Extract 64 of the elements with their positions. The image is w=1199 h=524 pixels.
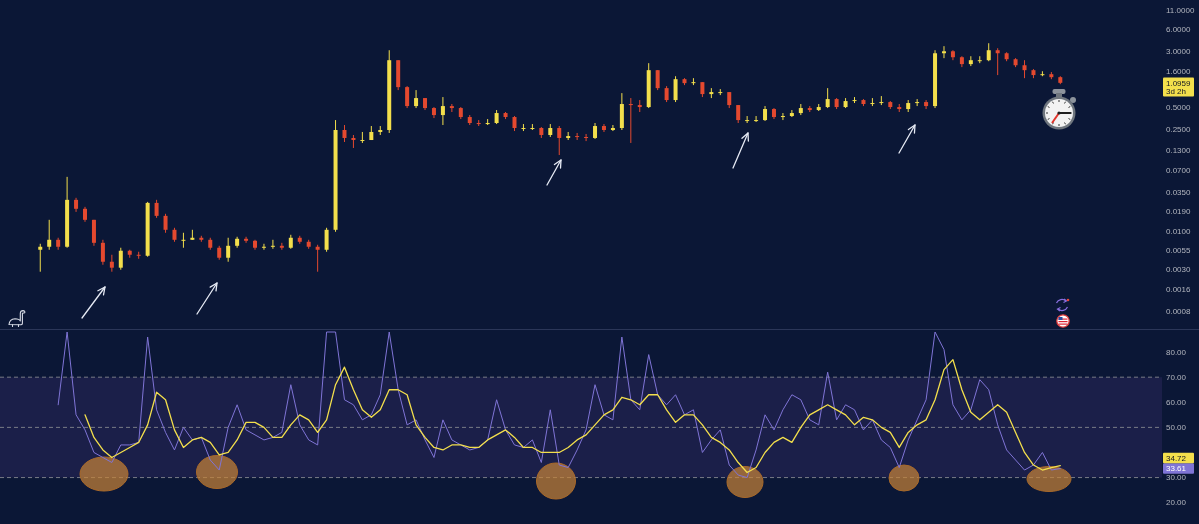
candlestick [745, 115, 750, 124]
candlestick [414, 89, 419, 109]
y-tick-label: 0.0190 [1166, 207, 1192, 216]
candlestick [91, 219, 96, 247]
y-tick-label: 0.0100 [1166, 227, 1192, 237]
y-tick-label: 60.00 [1166, 398, 1187, 408]
y-tick-label: 80.00 [1166, 347, 1187, 357]
candlestick [619, 92, 624, 131]
y-tick-label: 0.2500 [1166, 125, 1192, 135]
candlestick [38, 243, 43, 273]
y-tick-label: 30.00 [1166, 473, 1187, 483]
candlestick [405, 85, 410, 109]
candlestick [557, 125, 562, 156]
candlestick [163, 213, 168, 234]
line-series [84, 358, 1061, 474]
candlestick [279, 242, 284, 251]
candlestick [324, 227, 329, 253]
candlestick [118, 247, 123, 271]
candlestick [47, 219, 52, 251]
y-tick-label: 11.0000 [1166, 5, 1195, 15]
y-tick-label: 0.0016 [1166, 285, 1192, 295]
candlestick [226, 237, 231, 263]
candlestick [584, 133, 589, 142]
candlestick [601, 123, 606, 133]
candlestick [244, 236, 249, 244]
annotation: 33.61 [1166, 464, 1187, 474]
candlestick [261, 243, 266, 251]
y-tick-label: 3.0000 [1166, 46, 1192, 56]
candlestick [995, 47, 1000, 76]
candlestick [628, 97, 633, 144]
y-tick-label: 0.0700 [1166, 165, 1192, 175]
y-tick-label: 0.0008 [1166, 307, 1192, 317]
candlestick [154, 199, 159, 219]
y-tick-label: 0.0055 [1166, 246, 1192, 256]
candlestick [941, 45, 946, 59]
annotation: 1.0959 [1166, 78, 1192, 88]
candlestick [780, 112, 785, 121]
candlestick [360, 131, 365, 144]
y-tick-label: 6.0000 [1166, 24, 1192, 34]
candlestick [270, 239, 275, 250]
candlestick [789, 109, 794, 118]
candlestick [924, 99, 929, 110]
annotation: 34.72 [1166, 453, 1187, 463]
annotation: 3d 2h [1166, 87, 1187, 97]
y-tick-label: 1.6000 [1166, 66, 1192, 76]
candlestick [575, 132, 580, 141]
candlestick [315, 244, 320, 273]
y-tick-label: 0.1300 [1166, 146, 1192, 156]
candlestick [754, 115, 759, 123]
candlestick [440, 96, 445, 126]
candlestick [655, 69, 660, 91]
candlestick [100, 239, 105, 266]
y-tick-label: 70.00 [1166, 372, 1187, 382]
y-tick-label: 50.00 [1166, 423, 1187, 433]
candlestick [825, 87, 830, 109]
candlestick [449, 103, 454, 113]
y-tick-label: 0.5000 [1166, 103, 1192, 113]
candlestick [181, 232, 186, 249]
candlestick [673, 75, 678, 103]
candlestick [915, 98, 920, 107]
y-tick-label: 20.00 [1166, 498, 1187, 508]
candlestick [610, 124, 615, 132]
y-tick-label: 0.0030 [1166, 265, 1192, 275]
y-tick-label: 0.0350 [1166, 187, 1192, 197]
